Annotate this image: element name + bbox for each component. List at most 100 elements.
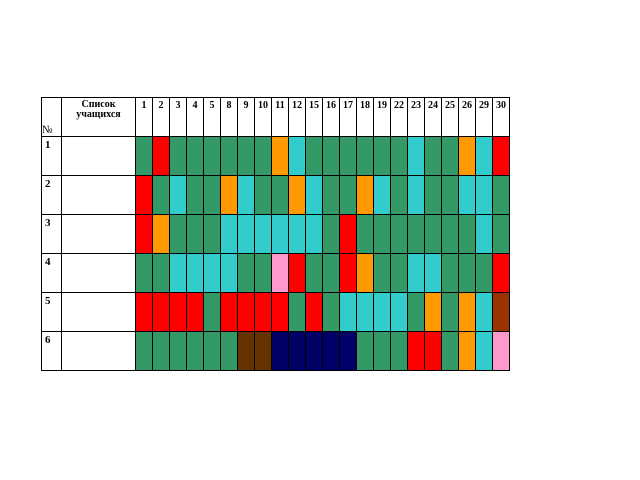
attendance-cell[interactable] [407, 253, 425, 293]
attendance-cell[interactable] [373, 214, 391, 254]
attendance-cell[interactable] [475, 214, 493, 254]
attendance-cell[interactable] [458, 214, 476, 254]
attendance-cell[interactable] [492, 331, 510, 371]
attendance-cell[interactable] [322, 292, 340, 332]
attendance-cell[interactable] [152, 136, 170, 176]
attendance-cell[interactable] [441, 214, 459, 254]
attendance-cell[interactable] [322, 136, 340, 176]
attendance-cell[interactable] [135, 292, 153, 332]
attendance-cell[interactable] [288, 214, 306, 254]
attendance-cell[interactable] [152, 253, 170, 293]
attendance-cell[interactable] [220, 331, 238, 371]
attendance-cell[interactable] [458, 136, 476, 176]
attendance-cell[interactable] [203, 331, 221, 371]
attendance-cell[interactable] [186, 136, 204, 176]
attendance-cell[interactable] [475, 253, 493, 293]
attendance-cell[interactable] [305, 253, 323, 293]
attendance-cell[interactable] [356, 136, 374, 176]
attendance-cell[interactable] [424, 175, 442, 215]
attendance-cell[interactable] [220, 136, 238, 176]
attendance-cell[interactable] [407, 331, 425, 371]
attendance-cell[interactable] [475, 331, 493, 371]
attendance-cell[interactable] [441, 292, 459, 332]
attendance-cell[interactable] [169, 175, 187, 215]
attendance-cell[interactable] [492, 214, 510, 254]
student-name-cell[interactable] [61, 136, 136, 176]
attendance-cell[interactable] [356, 253, 374, 293]
attendance-cell[interactable] [220, 253, 238, 293]
attendance-cell[interactable] [356, 331, 374, 371]
attendance-cell[interactable] [271, 331, 289, 371]
attendance-cell[interactable] [373, 292, 391, 332]
attendance-cell[interactable] [339, 214, 357, 254]
attendance-cell[interactable] [203, 175, 221, 215]
attendance-cell[interactable] [271, 253, 289, 293]
attendance-cell[interactable] [424, 214, 442, 254]
attendance-cell[interactable] [203, 292, 221, 332]
attendance-cell[interactable] [373, 253, 391, 293]
attendance-cell[interactable] [254, 214, 272, 254]
attendance-cell[interactable] [390, 136, 408, 176]
attendance-cell[interactable] [169, 292, 187, 332]
attendance-cell[interactable] [475, 136, 493, 176]
attendance-cell[interactable] [254, 331, 272, 371]
attendance-cell[interactable] [135, 136, 153, 176]
attendance-cell[interactable] [339, 136, 357, 176]
attendance-cell[interactable] [237, 175, 255, 215]
attendance-cell[interactable] [135, 175, 153, 215]
attendance-cell[interactable] [237, 331, 255, 371]
attendance-cell[interactable] [288, 136, 306, 176]
attendance-cell[interactable] [305, 214, 323, 254]
attendance-cell[interactable] [305, 175, 323, 215]
attendance-cell[interactable] [135, 214, 153, 254]
attendance-cell[interactable] [390, 214, 408, 254]
attendance-cell[interactable] [322, 331, 340, 371]
attendance-cell[interactable] [492, 175, 510, 215]
attendance-cell[interactable] [356, 175, 374, 215]
attendance-cell[interactable] [373, 136, 391, 176]
attendance-cell[interactable] [152, 292, 170, 332]
attendance-cell[interactable] [288, 253, 306, 293]
attendance-cell[interactable] [288, 175, 306, 215]
attendance-cell[interactable] [254, 136, 272, 176]
attendance-cell[interactable] [237, 214, 255, 254]
attendance-cell[interactable] [288, 331, 306, 371]
attendance-cell[interactable] [390, 253, 408, 293]
attendance-cell[interactable] [356, 214, 374, 254]
attendance-cell[interactable] [169, 331, 187, 371]
attendance-cell[interactable] [441, 136, 459, 176]
attendance-cell[interactable] [186, 175, 204, 215]
attendance-cell[interactable] [135, 253, 153, 293]
student-name-cell[interactable] [61, 292, 136, 332]
attendance-cell[interactable] [339, 292, 357, 332]
attendance-cell[interactable] [305, 292, 323, 332]
attendance-cell[interactable] [424, 253, 442, 293]
attendance-cell[interactable] [424, 292, 442, 332]
attendance-cell[interactable] [203, 214, 221, 254]
attendance-cell[interactable] [475, 175, 493, 215]
attendance-cell[interactable] [271, 292, 289, 332]
attendance-cell[interactable] [305, 331, 323, 371]
attendance-cell[interactable] [441, 175, 459, 215]
attendance-cell[interactable] [339, 331, 357, 371]
attendance-cell[interactable] [322, 175, 340, 215]
attendance-cell[interactable] [492, 136, 510, 176]
attendance-cell[interactable] [322, 214, 340, 254]
student-name-cell[interactable] [61, 253, 136, 293]
attendance-cell[interactable] [271, 136, 289, 176]
attendance-cell[interactable] [271, 214, 289, 254]
attendance-cell[interactable] [441, 253, 459, 293]
attendance-cell[interactable] [152, 175, 170, 215]
attendance-cell[interactable] [271, 175, 289, 215]
attendance-cell[interactable] [390, 331, 408, 371]
attendance-cell[interactable] [407, 175, 425, 215]
attendance-cell[interactable] [237, 253, 255, 293]
attendance-cell[interactable] [237, 292, 255, 332]
attendance-cell[interactable] [186, 331, 204, 371]
attendance-cell[interactable] [186, 214, 204, 254]
attendance-cell[interactable] [492, 253, 510, 293]
attendance-cell[interactable] [203, 253, 221, 293]
attendance-cell[interactable] [169, 136, 187, 176]
attendance-cell[interactable] [356, 292, 374, 332]
attendance-cell[interactable] [152, 331, 170, 371]
